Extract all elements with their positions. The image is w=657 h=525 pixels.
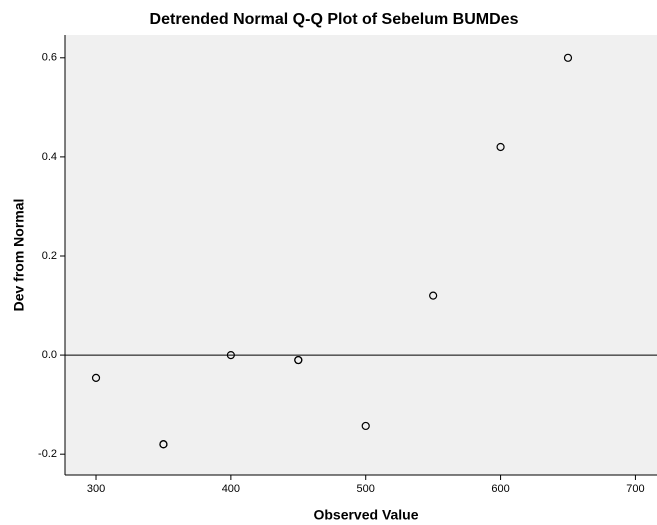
y-tick-label: 0.4 — [42, 151, 57, 163]
x-tick-label: 300 — [87, 483, 105, 495]
x-tick-label: 400 — [222, 483, 240, 495]
y-tick-label: -0.2 — [38, 448, 57, 460]
y-axis-title: Dev from Normal — [11, 199, 27, 312]
chart-title: Detrended Normal Q-Q Plot of Sebelum BUM… — [150, 11, 519, 28]
point — [429, 291, 438, 300]
x-tick-label: 700 — [626, 483, 644, 495]
point — [294, 355, 303, 365]
point — [91, 373, 101, 382]
point — [361, 421, 370, 431]
x-axis-title: Observed Value — [313, 507, 418, 523]
point — [226, 350, 235, 360]
y-tick-label: 0.6 — [42, 52, 57, 64]
y-tick-label: 0.2 — [42, 250, 57, 262]
plot-area — [65, 35, 657, 475]
x-tick-label: 600 — [491, 483, 509, 495]
point — [159, 440, 168, 449]
x-tick-label: 500 — [357, 483, 375, 495]
point — [496, 142, 505, 152]
y-tick-label: 0.0 — [42, 349, 57, 361]
point — [563, 53, 573, 62]
